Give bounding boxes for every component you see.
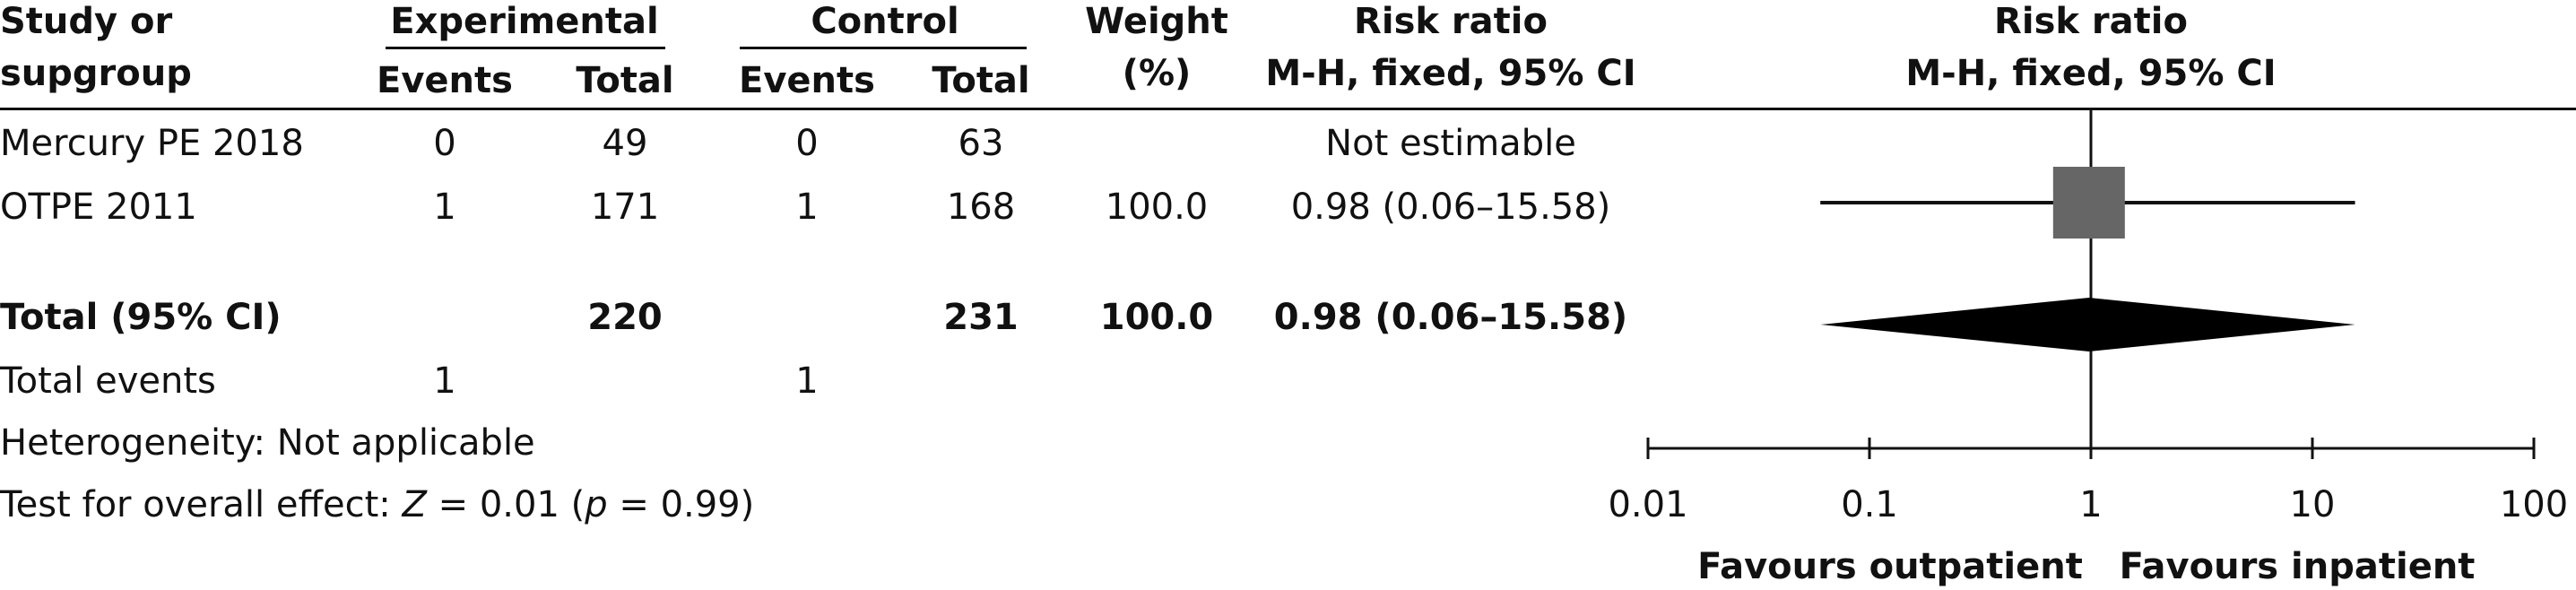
header-ctl-total: Total bbox=[932, 60, 1030, 101]
row-ctl-events: 0 bbox=[795, 123, 819, 164]
header-ctl-events: Events bbox=[739, 60, 875, 101]
row-ctl-total: 168 bbox=[946, 187, 1016, 228]
total-weight: 100.0 bbox=[1099, 297, 1214, 338]
total-events-ctl: 1 bbox=[795, 360, 819, 402]
header-study-line2: supgroup bbox=[0, 53, 192, 94]
heterogeneity-text: Heterogeneity: Not applicable bbox=[0, 422, 535, 464]
overall-effect-z: Z bbox=[402, 484, 427, 525]
header-study-line1: Study or bbox=[0, 1, 173, 42]
total-events-label: Total events bbox=[0, 360, 216, 402]
row-ctl-events: 1 bbox=[795, 187, 819, 228]
x-tick-label: 1 bbox=[2079, 484, 2103, 525]
header-experimental: Experimental bbox=[390, 1, 659, 42]
row-study-name: Mercury PE 2018 bbox=[0, 123, 304, 164]
header-control: Control bbox=[811, 1, 959, 42]
x-tick-label: 0.01 bbox=[1608, 484, 1688, 525]
overall-effect-p: p bbox=[585, 484, 608, 525]
total-label: Total (95% CI) bbox=[0, 297, 282, 338]
total-ci-text: 0.98 (0.06–15.58) bbox=[1273, 297, 1628, 338]
total-ctl-total: 231 bbox=[943, 297, 1019, 338]
row-ctl-total: 63 bbox=[958, 123, 1004, 164]
header-weight-line2: (%) bbox=[1122, 53, 1192, 94]
row-ci-text: Not estimable bbox=[1325, 123, 1576, 164]
pooled-effect-diamond bbox=[1820, 298, 2355, 351]
header-rr-left-line1: Risk ratio bbox=[1354, 1, 1548, 42]
control-underline bbox=[740, 47, 1027, 49]
total-events-exp: 1 bbox=[433, 360, 456, 402]
header-exp-total: Total bbox=[576, 60, 674, 101]
favours-right-label: Favours inpatient bbox=[2119, 546, 2476, 587]
header-rr-right-line2: M-H, fixed, 95% CI bbox=[1905, 53, 2277, 94]
overall-effect-p-value: = 0.99) bbox=[607, 484, 755, 525]
overall-effect-text: Test for overall effect: Z = 0.01 (p = 0… bbox=[0, 487, 754, 523]
header-weight-line1: Weight bbox=[1085, 1, 1228, 42]
row-weight: 100.0 bbox=[1105, 187, 1209, 228]
row-ci-text: 0.98 (0.06–15.58) bbox=[1290, 187, 1611, 228]
total-exp-total: 220 bbox=[587, 297, 663, 338]
row-exp-events: 0 bbox=[433, 123, 456, 164]
row-exp-total: 171 bbox=[590, 187, 660, 228]
header-rule bbox=[0, 108, 2576, 110]
experimental-underline bbox=[386, 47, 665, 49]
row-exp-total: 49 bbox=[602, 123, 648, 164]
header-exp-events: Events bbox=[377, 60, 513, 101]
favours-left-label: Favours outpatient bbox=[1697, 546, 2083, 587]
overall-effect-z-value: = 0.01 ( bbox=[426, 484, 585, 525]
row-exp-events: 1 bbox=[433, 187, 456, 228]
header-rr-left-line2: M-H, fixed, 95% CI bbox=[1265, 53, 1636, 94]
overall-effect-prefix: Test for overall effect: bbox=[0, 484, 403, 525]
x-tick-label: 100 bbox=[2499, 484, 2569, 525]
x-tick-label: 0.1 bbox=[1841, 484, 1898, 525]
header-rr-right-line1: Risk ratio bbox=[1994, 1, 2188, 42]
study-effect-square bbox=[2052, 167, 2125, 239]
row-study-name: OTPE 2011 bbox=[0, 187, 197, 228]
x-tick-label: 10 bbox=[2289, 484, 2336, 525]
